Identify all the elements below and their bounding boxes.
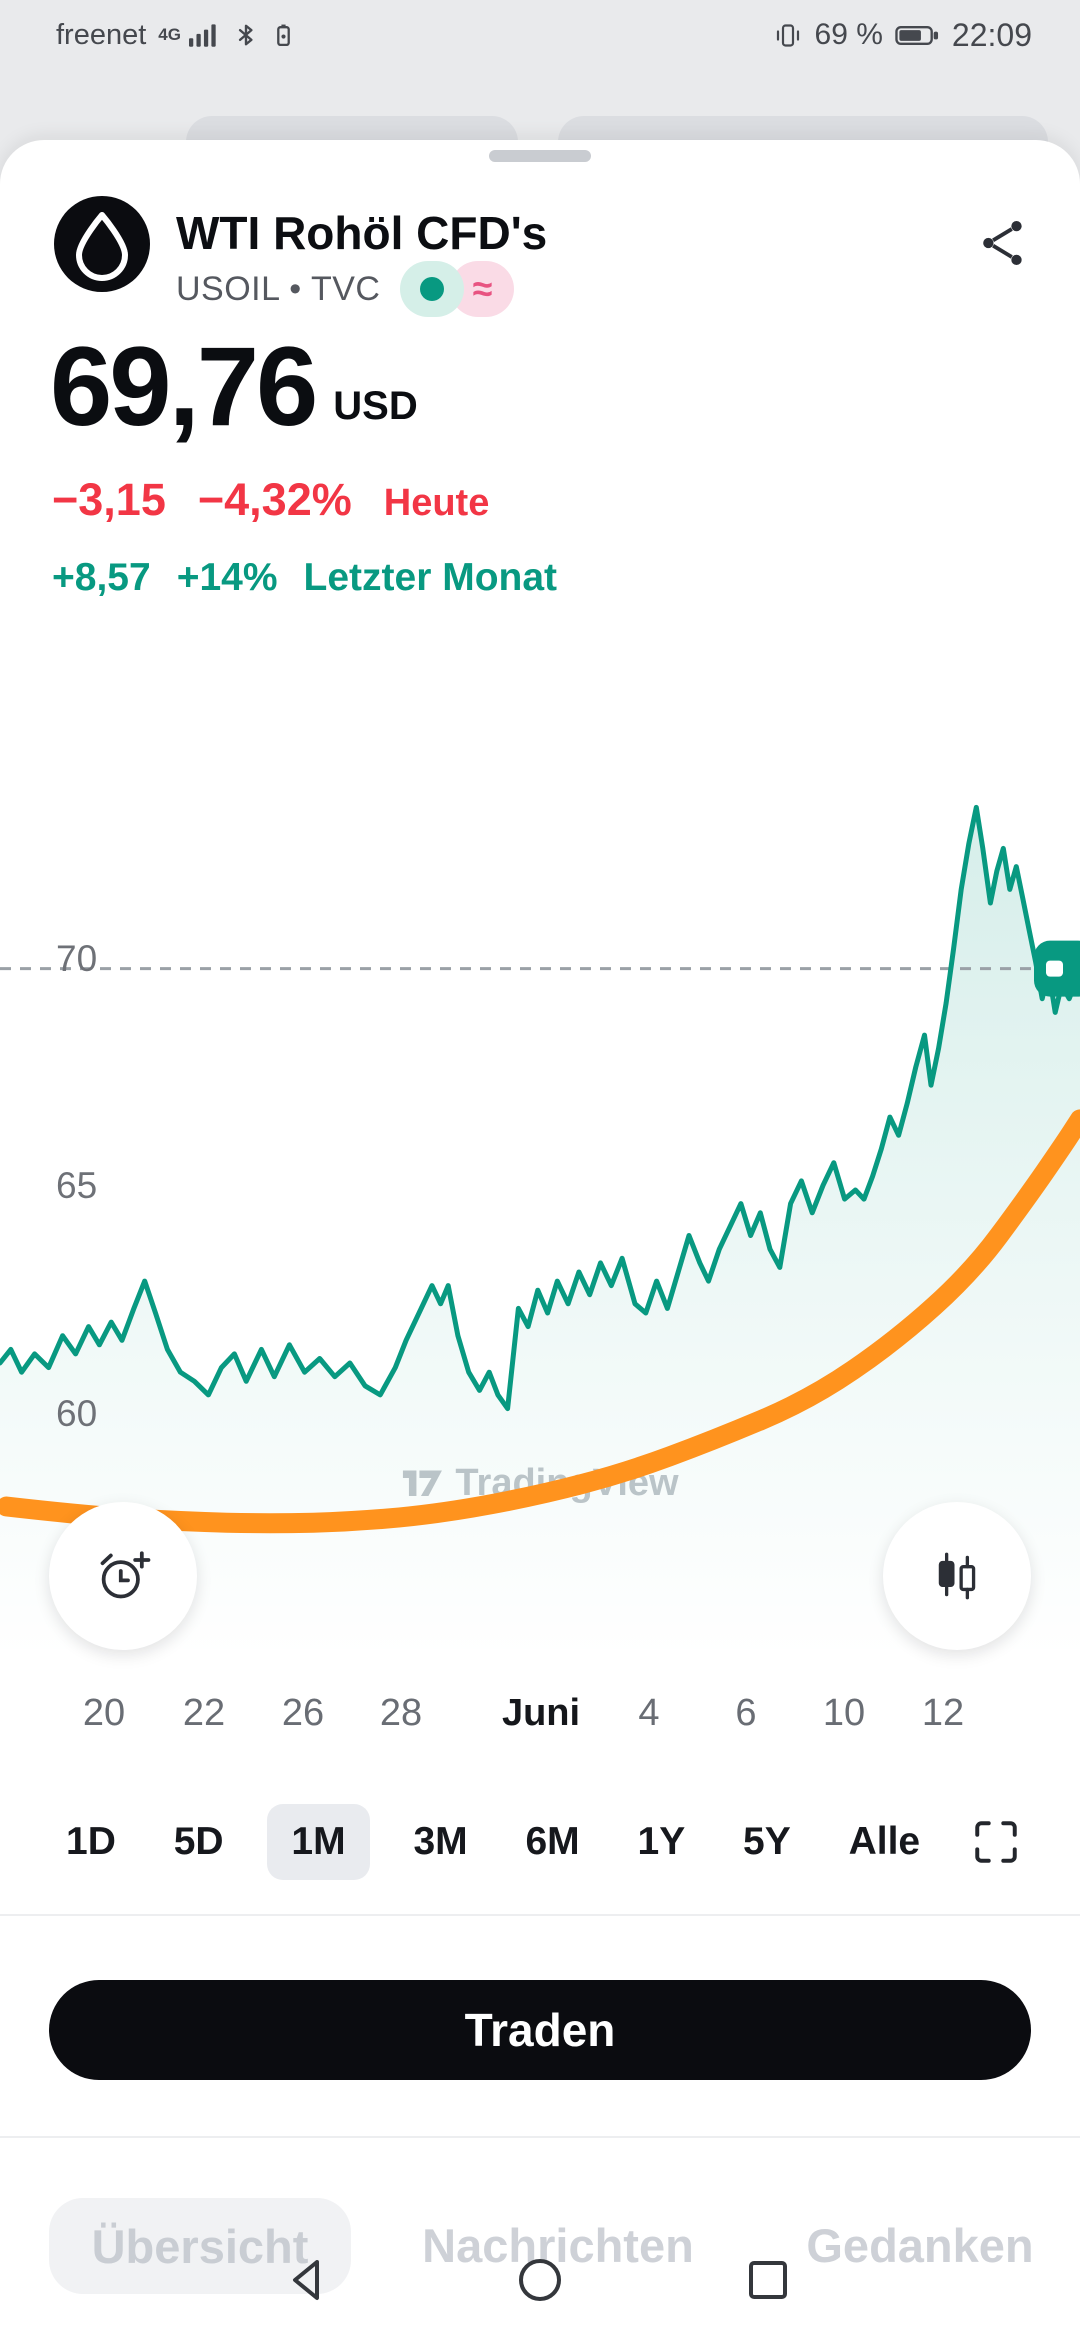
battery-saver-icon: [277, 24, 290, 46]
tab-gedanken[interactable]: Gedanken: [806, 2219, 1034, 2272]
range-5d[interactable]: 5D: [173, 1820, 224, 1863]
nav-back-button[interactable]: [281, 2252, 337, 2308]
network-type-label: 4G: [158, 25, 181, 44]
y-axis-label-70: 70: [56, 937, 98, 979]
symbol-title: WTI Rohöl CFD's: [176, 207, 548, 259]
x-axis-label: 28: [379, 1692, 423, 1734]
range-3m[interactable]: 3M: [413, 1820, 468, 1863]
clock-label: 22:09: [951, 16, 1032, 53]
home-circle-icon: [519, 2259, 561, 2301]
range-selector: 1D 5D 1M 3M 6M 1Y 5Y Alle: [30, 1796, 1050, 1888]
back-triangle-icon: [293, 2260, 319, 2300]
open-dot-icon: [420, 277, 445, 301]
divider: [0, 1914, 1080, 1916]
y-axis-label-60: 60: [56, 1393, 98, 1435]
alarm-plus-icon: [100, 1551, 151, 1599]
range-1y[interactable]: 1Y: [637, 1820, 686, 1863]
recents-square-icon: [749, 2261, 787, 2299]
share-icon: [983, 220, 1022, 266]
sheet-drag-handle[interactable]: [489, 150, 591, 162]
vibrate-mode-icon: [776, 23, 799, 47]
fullscreen-button[interactable]: [964, 1810, 1028, 1874]
nav-recents-button[interactable]: [740, 2252, 796, 2308]
x-axis-label: 20: [82, 1692, 126, 1734]
battery-percent-label: 69 %: [814, 18, 883, 51]
range-1m-active[interactable]: 1M: [267, 1804, 370, 1880]
chart-canvas[interactable]: [0, 740, 1080, 1660]
tab-nachrichten[interactable]: Nachrichten: [422, 2219, 694, 2272]
price-marker-glyph: [1046, 960, 1063, 977]
symbol-ticker-exchange: USOIL • TVC: [176, 269, 381, 308]
last-price: 69,76: [50, 324, 318, 449]
x-axis-label: 4: [638, 1692, 660, 1734]
candlestick-icon: [938, 1552, 976, 1600]
x-axis: 20 22 26 28 Juni 4 6 10 12: [0, 1692, 1080, 1740]
share-button[interactable]: [974, 214, 1032, 272]
symbol-logo-oil: [54, 196, 150, 292]
x-axis-label: 6: [735, 1692, 757, 1734]
tab-uebersicht-label: Übersicht: [91, 2219, 309, 2273]
month-change-label: Letzter Monat: [303, 556, 558, 599]
price-series-line: [0, 804, 1080, 1412]
day-change: −3,15: [52, 474, 166, 525]
y-axis-label-65: 65: [56, 1165, 98, 1207]
price-chart[interactable]: TradingView 70 65 60: [0, 740, 1080, 1660]
x-axis-label-month: Juni: [501, 1692, 581, 1734]
tab-uebersicht[interactable]: Übersicht: [49, 2198, 351, 2294]
trade-button[interactable]: Traden: [49, 1980, 1031, 2080]
day-change-percent: −4,32%: [197, 474, 352, 525]
carrier-label: freenet: [56, 18, 147, 51]
battery-icon: [895, 25, 938, 45]
range-all[interactable]: Alle: [848, 1820, 921, 1863]
range-5y[interactable]: 5Y: [743, 1820, 791, 1863]
underlying-tab-bar: Übersicht Nachrichten Gedanken: [0, 2196, 1080, 2306]
nav-home-button[interactable]: [512, 2252, 568, 2308]
oil-drop-icon: [76, 212, 128, 281]
status-bar: freenet 4G 69 % 22:09: [0, 0, 1080, 64]
x-axis-label: 12: [921, 1692, 965, 1734]
bluetooth-icon: [238, 24, 253, 46]
currency-label: USD: [333, 383, 418, 428]
divider: [0, 2136, 1080, 2138]
chart-type-button[interactable]: [883, 1502, 1031, 1650]
range-1d[interactable]: 1D: [66, 1820, 116, 1863]
market-open-indicator: [400, 261, 465, 317]
fullscreen-icon: [975, 1821, 1017, 1863]
x-axis-label: 26: [281, 1692, 325, 1734]
android-nav-bar: [0, 2252, 1080, 2332]
x-axis-label: 22: [182, 1692, 226, 1734]
create-alert-button[interactable]: [49, 1502, 197, 1650]
day-change-label: Heute: [383, 482, 490, 524]
range-6m[interactable]: 6M: [525, 1820, 580, 1863]
series-area-fill: [0, 807, 1080, 1660]
trade-button-label: Traden: [464, 2004, 616, 2056]
x-axis-label: 10: [822, 1692, 866, 1734]
month-change: +8,57: [52, 556, 151, 599]
signal-strength-icon: [188, 24, 216, 47]
market-status-badges[interactable]: ≈: [400, 261, 515, 317]
month-change-percent: +14%: [176, 556, 278, 599]
orange-trend-annotation: [0, 1109, 1080, 1534]
